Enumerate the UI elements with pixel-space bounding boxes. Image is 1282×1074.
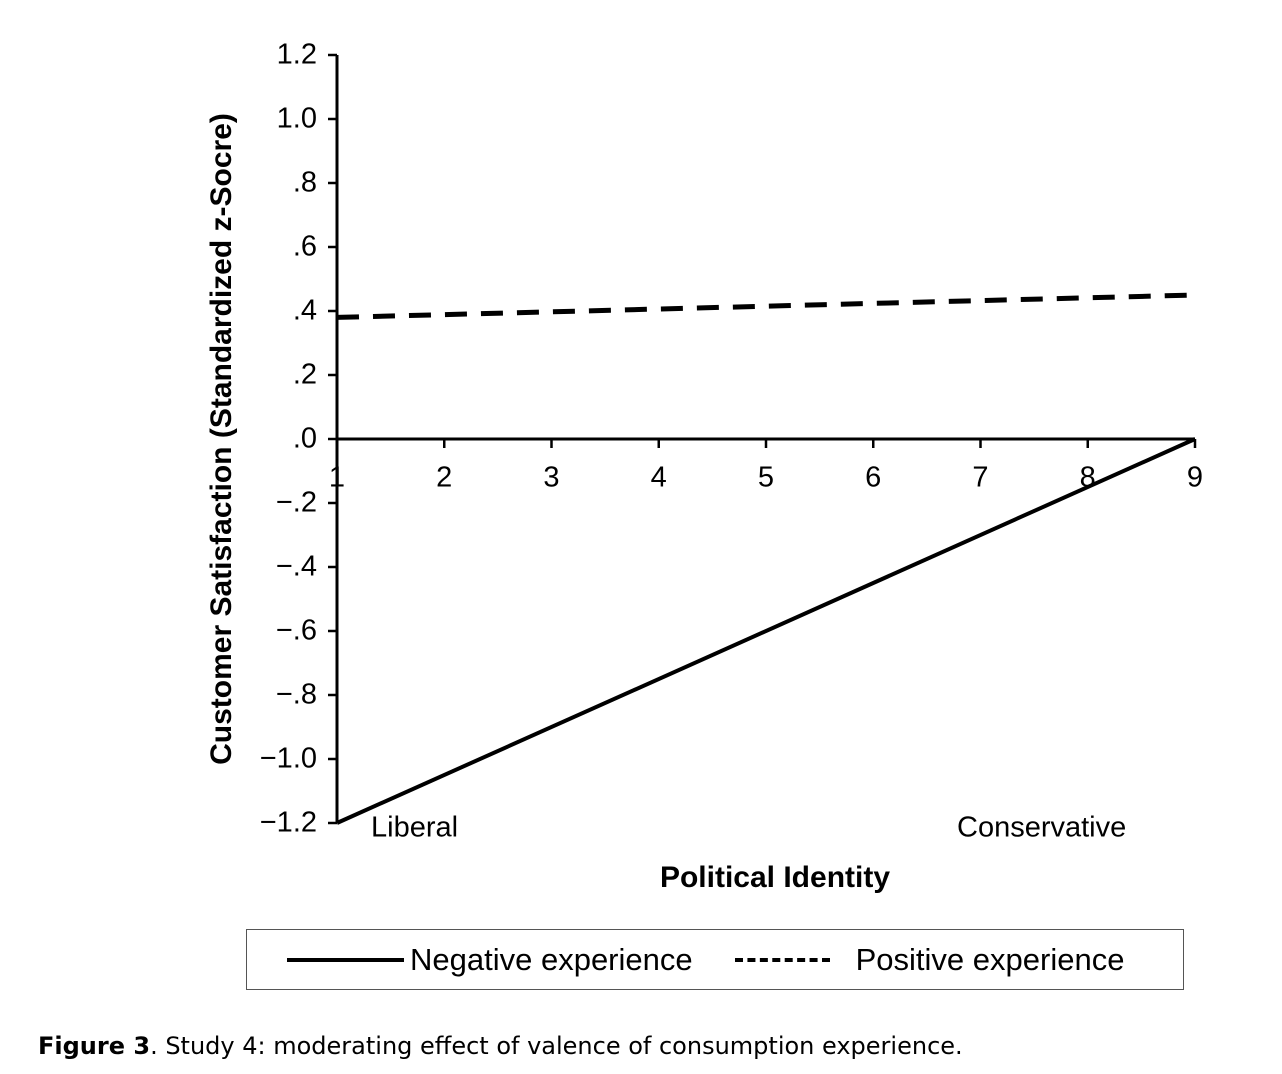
y-tick-label: .8 xyxy=(292,166,317,199)
y-tick-label: −.4 xyxy=(275,550,317,583)
x-tick-label: 5 xyxy=(757,461,775,494)
liberal-annotation: Liberal xyxy=(371,811,459,844)
y-tick-label: .0 xyxy=(292,422,317,455)
negative-experience-line xyxy=(336,437,1196,825)
x-tick-label: 2 xyxy=(436,461,453,494)
y-tick-label: .6 xyxy=(292,230,317,263)
figure-label: Figure 3 xyxy=(38,1032,151,1060)
x-tick-label: 7 xyxy=(972,461,989,494)
y-tick-label: .4 xyxy=(292,294,317,327)
x-tick-label: 9 xyxy=(1186,461,1204,494)
y-tick-label: −.8 xyxy=(275,678,317,711)
y-axis-label: Customer Satisfaction (Standardized z-So… xyxy=(205,113,238,765)
y-tick-label: .2 xyxy=(292,358,317,391)
positive-experience-line xyxy=(336,292,1196,320)
x-tick-label: 1 xyxy=(328,461,346,494)
x-tick-label: 6 xyxy=(865,461,882,494)
caption-text: . Study 4: moderating effect of valence … xyxy=(150,1032,963,1060)
legend-label-negative: Negative experience xyxy=(410,941,693,977)
legend-label-positive: Positive experience xyxy=(855,941,1125,977)
x-axis-label: Political Identity xyxy=(659,861,891,894)
y-tick-label: −1.0 xyxy=(259,742,317,775)
figure-caption: Figure 3. Study 4: moderating effect of … xyxy=(38,1032,963,1060)
conservative-annotation: Conservative xyxy=(957,811,1127,844)
y-tick-label: 1.0 xyxy=(276,102,317,135)
legend-item-positive: Positive experience xyxy=(693,941,1125,978)
x-tick-label: 3 xyxy=(543,461,560,494)
y-tick-label: 1.2 xyxy=(276,38,317,71)
y-tick-label: −1.2 xyxy=(259,806,317,839)
legend: Negative experience Positive experience xyxy=(246,929,1184,990)
x-tick-label: 4 xyxy=(650,461,667,494)
y-tick-label: −.6 xyxy=(275,614,317,647)
legend-item-negative: Negative experience xyxy=(247,942,693,978)
x-tick-label: 8 xyxy=(1079,461,1096,494)
y-tick-label: −.2 xyxy=(275,486,317,519)
dashed-line-swatch-icon xyxy=(734,957,830,962)
solid-line-swatch-icon xyxy=(287,957,404,962)
